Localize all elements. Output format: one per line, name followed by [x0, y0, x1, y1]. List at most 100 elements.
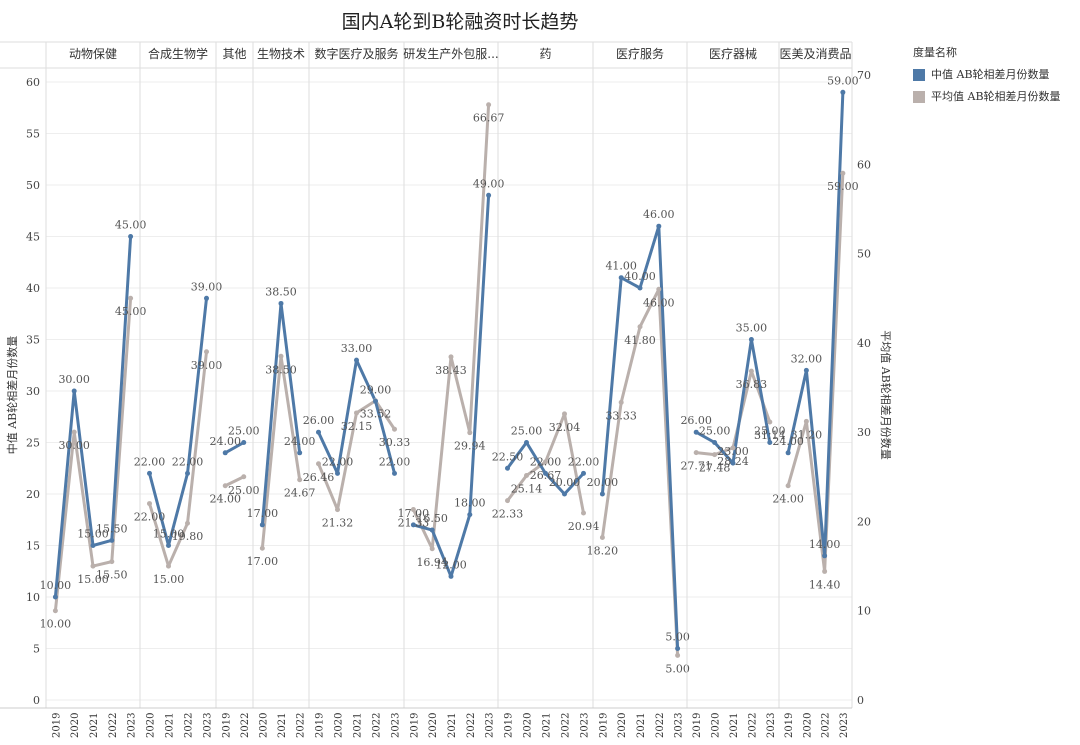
year-label-3-2: 2022 — [296, 713, 307, 738]
legend-item-mean[interactable]: 平均值 AB轮相差月份数量 — [913, 90, 1078, 104]
mean-label-4-0: 26.46 — [303, 471, 335, 484]
mean-label-4-3: 33.52 — [360, 408, 392, 421]
mean-point-4-1 — [335, 507, 340, 513]
mean-point-8-3 — [748, 368, 754, 374]
year-label-8-2: 2021 — [729, 713, 740, 738]
panel-label-3: 生物技术 — [257, 47, 305, 61]
mean-point-6-2 — [543, 459, 548, 465]
mean-line-2 — [224, 475, 245, 488]
mean-line-5 — [412, 104, 491, 551]
year-label-7-4: 2023 — [674, 713, 685, 738]
year-label-7-1: 2020 — [617, 713, 628, 738]
mean-point-7-4 — [675, 652, 681, 658]
panel-3: 生物技术 2020 2021 2022 17.00 38.50 24.67 17.00 38.5… — [247, 42, 316, 738]
legend-item-median[interactable]: 中值 AB轮相差月份数量 — [913, 68, 1078, 82]
mean-label-4-4: 30.33 — [379, 436, 411, 449]
y-left-tick-8: 40 — [26, 282, 40, 295]
median-point-0-2 — [90, 543, 96, 548]
panel-label-8: 医疗器械 — [709, 46, 757, 61]
median-label-7-0: 20.00 — [587, 476, 619, 489]
axes: 0 5 10 15 20 25 30 35 40 45 50 55 60 0 10 20 30 40 50 60 70 — [0, 41, 871, 709]
mean-point-8-2 — [730, 445, 736, 451]
median-label-8-3: 35.00 — [736, 322, 768, 335]
panel-7: 医疗服务 2019 2020 2021 2022 2023 18.20 33.33 41.80 4… — [587, 42, 690, 738]
median-line-9 — [786, 92, 845, 558]
mean-label-9-1: 31.20 — [791, 428, 823, 441]
year-label-1-1: 2021 — [165, 713, 176, 738]
median-point-8-4 — [767, 440, 773, 445]
mean-label-9-2: 14.40 — [809, 578, 841, 591]
median-point-0-4 — [128, 234, 134, 239]
median-label-6-0: 22.50 — [492, 450, 524, 463]
median-label-5-3: 18.00 — [454, 497, 486, 510]
mean-label-8-3: 36.83 — [736, 378, 768, 391]
y-left-tick-4: 20 — [26, 488, 40, 501]
median-label-1-1: 15.00 — [153, 528, 185, 541]
mean-label-0-3: 15.50 — [96, 569, 128, 582]
median-point-9-0 — [785, 450, 791, 456]
median-label-3-1: 38.50 — [265, 285, 297, 298]
mean-label-7-4: 5.00 — [665, 662, 690, 675]
mean-label-1-1: 15.00 — [153, 573, 185, 586]
year-label-7-3: 2022 — [655, 713, 666, 738]
mean-label-4-2: 32.15 — [341, 420, 373, 433]
median-label-0-0: 10.00 — [40, 579, 72, 592]
mean-point-0-2 — [90, 563, 96, 569]
median-label-6-4: 22.00 — [568, 455, 600, 468]
median-line-2 — [224, 441, 245, 455]
median-point-2-1 — [241, 440, 247, 445]
mean-label-3-1: 38.50 — [265, 363, 297, 376]
panel-label-7: 医疗服务 — [616, 46, 664, 61]
legend-swatch-median — [913, 69, 925, 81]
median-label-6-1: 25.00 — [511, 425, 543, 438]
mean-point-3-2 — [297, 477, 303, 483]
median-point-9-1 — [803, 367, 809, 373]
mean-point-1-0 — [147, 501, 152, 507]
median-label-3-0: 17.00 — [247, 507, 279, 520]
mean-point-6-4 — [581, 510, 586, 516]
median-point-4-0 — [316, 429, 321, 435]
median-point-1-2 — [185, 470, 190, 476]
chart-title: 国内A轮到B轮融资时长趋势 — [342, 11, 579, 33]
year-label-1-3: 2023 — [203, 713, 214, 738]
mean-point-7-3 — [656, 286, 662, 292]
median-point-3-2 — [297, 450, 303, 456]
median-label-2-1: 25.00 — [228, 425, 260, 438]
mean-point-8-0 — [693, 450, 699, 456]
mean-point-4-0 — [316, 461, 321, 467]
mean-label-5-2: 38.43 — [435, 364, 467, 377]
median-label-4-0: 26.00 — [303, 414, 335, 427]
median-point-7-2 — [637, 285, 643, 291]
panel-label-5: 研发生产外包服... — [403, 46, 498, 61]
y-left-tick-10: 50 — [26, 179, 40, 192]
median-point-5-4 — [486, 192, 492, 198]
median-point-3-1 — [278, 300, 284, 306]
y-right-tick-7: 70 — [857, 69, 871, 82]
median-point-5-1 — [429, 527, 435, 533]
median-point-7-4 — [675, 646, 681, 651]
mean-label-3-2: 24.67 — [284, 487, 316, 500]
median-point-8-3 — [748, 337, 754, 342]
mean-label-9-3: 59.00 — [827, 180, 859, 193]
median-point-6-0 — [505, 465, 510, 471]
y-left-tick-5: 25 — [26, 437, 40, 450]
mean-point-1-2 — [185, 520, 190, 526]
year-label-9-3: 2023 — [839, 713, 850, 738]
mean-label-2-0: 24.00 — [210, 493, 242, 506]
median-point-7-0 — [599, 491, 605, 497]
mean-label-8-0: 27.71 — [680, 460, 712, 473]
mean-label-2-1: 25.00 — [228, 484, 260, 497]
year-label-3-1: 2021 — [277, 713, 288, 738]
y-left-tick-1: 5 — [33, 643, 40, 656]
mean-line-1 — [148, 351, 208, 568]
mean-point-5-4 — [486, 102, 492, 108]
panel-5: 研发生产外包服...2019202020212022202321.3316.94… — [398, 42, 504, 738]
y-right-tick-3: 30 — [857, 426, 871, 439]
median-label-4-3: 29.00 — [360, 383, 392, 396]
median-label-9-0: 24.00 — [772, 435, 804, 448]
